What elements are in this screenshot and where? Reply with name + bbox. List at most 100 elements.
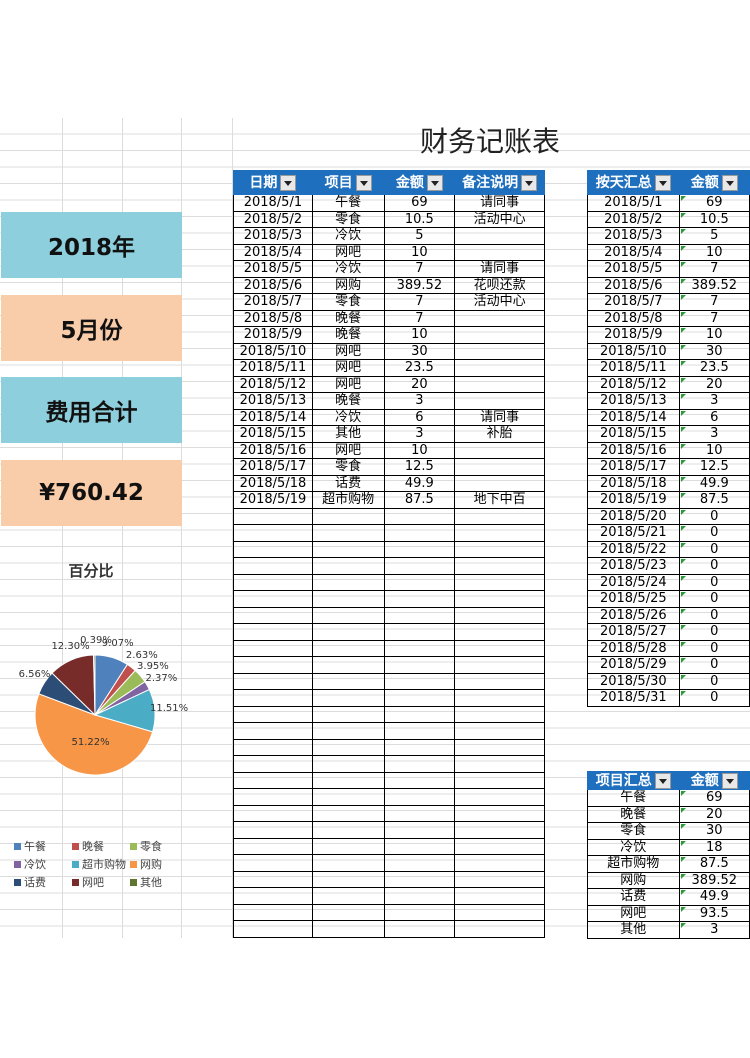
- table-cell[interactable]: 2018/5/16: [587, 441, 680, 459]
- table-cell[interactable]: 0: [678, 689, 750, 707]
- table-cell[interactable]: 2018/5/2: [233, 211, 313, 228]
- table-cell[interactable]: 2018/5/13: [233, 392, 313, 410]
- table-cell[interactable]: 网吧: [311, 244, 385, 261]
- table-cell[interactable]: 2018/5/21: [587, 524, 680, 542]
- table-cell[interactable]: [454, 310, 545, 327]
- filter-dropdown-icon[interactable]: [721, 174, 738, 191]
- table-cell[interactable]: [311, 524, 385, 542]
- table-cell[interactable]: 2018/5/12: [233, 376, 313, 393]
- table-cell[interactable]: 3: [383, 392, 456, 410]
- table-cell[interactable]: [383, 854, 456, 872]
- table-cell[interactable]: [233, 673, 313, 690]
- table-cell[interactable]: [311, 590, 385, 608]
- table-cell[interactable]: [454, 623, 545, 641]
- table-cell[interactable]: 2018/5/24: [587, 573, 680, 591]
- table-cell[interactable]: 花呗还款: [454, 277, 545, 294]
- table-cell[interactable]: 请同事: [454, 194, 545, 212]
- table-cell[interactable]: [233, 656, 313, 674]
- table-cell[interactable]: [454, 607, 545, 624]
- table-cell[interactable]: [383, 623, 456, 641]
- table-cell[interactable]: 389.52: [678, 871, 750, 889]
- table-cell[interactable]: [454, 689, 545, 707]
- table-cell[interactable]: [454, 656, 545, 674]
- table-cell[interactable]: 2018/5/15: [233, 425, 313, 443]
- table-cell[interactable]: 6: [383, 409, 456, 426]
- table-cell[interactable]: 2018/5/29: [587, 656, 680, 674]
- table-cell[interactable]: 0: [678, 540, 750, 558]
- table-cell[interactable]: [383, 590, 456, 608]
- table-cell[interactable]: [383, 887, 456, 905]
- table-cell[interactable]: 2018/5/5: [587, 260, 680, 278]
- table-cell[interactable]: 87.5: [678, 491, 750, 509]
- table-cell[interactable]: [233, 788, 313, 806]
- table-cell[interactable]: [233, 821, 313, 839]
- table-cell[interactable]: 网吧: [311, 376, 385, 393]
- table-cell[interactable]: 20: [383, 376, 456, 393]
- table-cell[interactable]: [233, 524, 313, 542]
- table-cell[interactable]: [383, 656, 456, 674]
- table-cell[interactable]: [233, 557, 313, 575]
- table-cell[interactable]: 12.5: [678, 458, 750, 476]
- table-cell[interactable]: 69: [383, 194, 456, 212]
- table-cell[interactable]: 2018/5/7: [233, 293, 313, 311]
- table-cell[interactable]: [454, 392, 545, 410]
- table-cell[interactable]: 超市购物: [587, 855, 680, 873]
- table-cell[interactable]: 10.5: [678, 210, 750, 228]
- table-cell[interactable]: 0: [678, 623, 750, 641]
- table-cell[interactable]: 2018/5/8: [233, 310, 313, 327]
- table-cell[interactable]: 0: [678, 606, 750, 624]
- table-cell[interactable]: [311, 706, 385, 723]
- table-cell[interactable]: [311, 574, 385, 591]
- table-cell[interactable]: 2018/5/13: [587, 392, 680, 410]
- table-cell[interactable]: [383, 673, 456, 690]
- table-cell[interactable]: 2018/5/20: [587, 507, 680, 525]
- table-cell[interactable]: 12.5: [383, 458, 456, 476]
- table-cell[interactable]: [454, 590, 545, 608]
- table-cell[interactable]: [233, 772, 313, 789]
- table-cell[interactable]: [311, 838, 385, 855]
- table-cell[interactable]: [233, 640, 313, 657]
- filter-dropdown-icon[interactable]: [721, 772, 738, 789]
- table-cell[interactable]: 2018/5/3: [233, 227, 313, 245]
- table-cell[interactable]: 网购: [311, 277, 385, 294]
- table-cell[interactable]: 晚餐: [311, 392, 385, 410]
- table-cell[interactable]: [454, 508, 545, 525]
- table-cell[interactable]: [233, 755, 313, 773]
- table-cell[interactable]: [233, 574, 313, 591]
- table-cell[interactable]: 2018/5/6: [587, 276, 680, 294]
- table-cell[interactable]: 49.9: [383, 475, 456, 492]
- table-cell[interactable]: [311, 508, 385, 525]
- table-cell[interactable]: 零食: [311, 211, 385, 228]
- table-cell[interactable]: [311, 805, 385, 822]
- table-cell[interactable]: [311, 854, 385, 872]
- table-cell[interactable]: [383, 920, 456, 938]
- table-cell[interactable]: [311, 607, 385, 624]
- table-cell[interactable]: 网吧: [311, 442, 385, 459]
- table-cell[interactable]: 2018/5/6: [233, 277, 313, 294]
- table-cell[interactable]: 2018/5/4: [587, 243, 680, 261]
- table-cell[interactable]: 2018/5/1: [233, 194, 313, 212]
- filter-dropdown-icon[interactable]: [521, 174, 538, 191]
- table-cell[interactable]: 话费: [587, 888, 680, 906]
- table-cell[interactable]: 49.9: [678, 474, 750, 492]
- table-cell[interactable]: 2018/5/14: [233, 409, 313, 426]
- table-cell[interactable]: 2018/5/26: [587, 606, 680, 624]
- table-cell[interactable]: 超市购物: [311, 491, 385, 509]
- filter-dropdown-icon[interactable]: [355, 174, 372, 191]
- table-cell[interactable]: 87.5: [678, 855, 750, 873]
- table-cell[interactable]: 2018/5/2: [587, 210, 680, 228]
- table-cell[interactable]: 0: [678, 573, 750, 591]
- table-cell[interactable]: [311, 755, 385, 773]
- table-cell[interactable]: 3: [678, 392, 750, 410]
- table-cell[interactable]: [383, 788, 456, 806]
- table-cell[interactable]: 0: [678, 557, 750, 575]
- table-cell[interactable]: 7: [678, 293, 750, 311]
- header-category-amount[interactable]: 金额: [678, 771, 750, 790]
- table-cell[interactable]: 30: [678, 342, 750, 360]
- table-cell[interactable]: 389.52: [678, 276, 750, 294]
- table-cell[interactable]: 30: [678, 822, 750, 840]
- table-cell[interactable]: 网购: [587, 871, 680, 889]
- table-cell[interactable]: [454, 326, 545, 344]
- table-cell[interactable]: 5: [383, 227, 456, 245]
- table-cell[interactable]: 网吧: [311, 343, 385, 360]
